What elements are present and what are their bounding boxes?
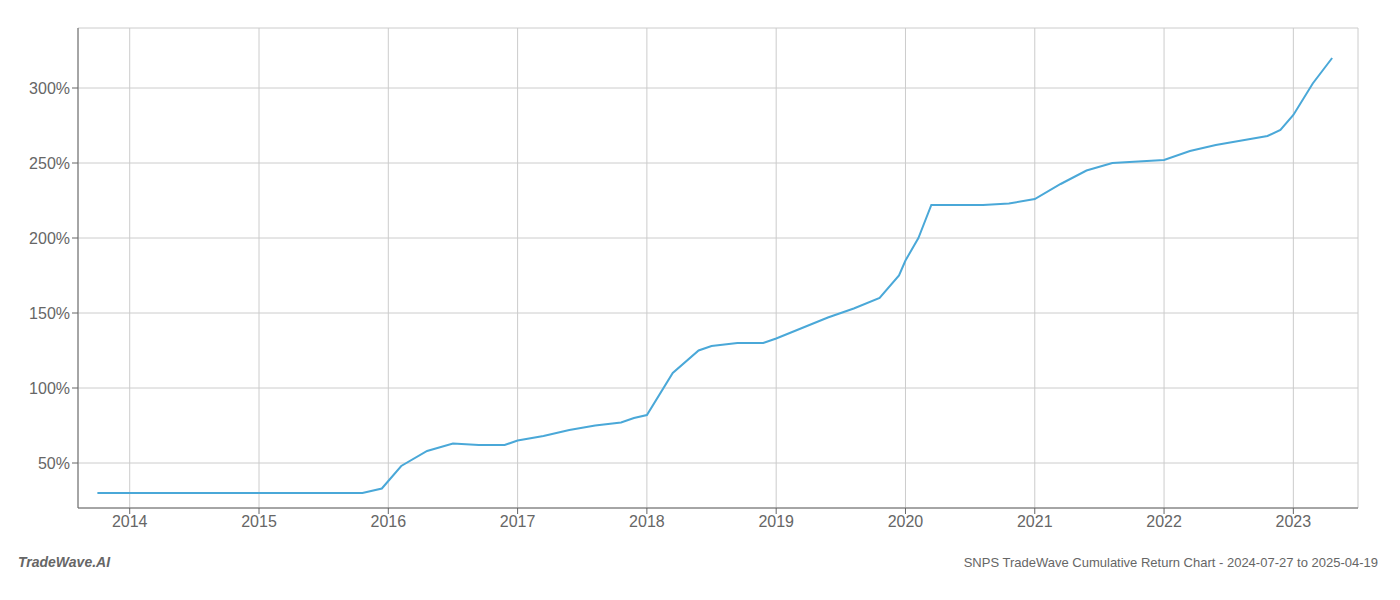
svg-text:2015: 2015: [241, 513, 277, 530]
svg-text:2016: 2016: [371, 513, 407, 530]
svg-text:200%: 200%: [29, 230, 70, 247]
svg-text:300%: 300%: [29, 80, 70, 97]
svg-text:2022: 2022: [1146, 513, 1182, 530]
html-text:SNPS TradeWave Cumulative Retu: SNPS TradeWave Cumulative Return Chart -…: [963, 555, 1378, 570]
svg-text:50%: 50%: [38, 455, 70, 472]
svg-text:150%: 150%: [29, 305, 70, 322]
svg-text:2021: 2021: [1017, 513, 1053, 530]
svg-text:100%: 100%: [29, 380, 70, 397]
svg-text:2020: 2020: [888, 513, 924, 530]
svg-text:250%: 250%: [29, 155, 70, 172]
html-text:TradeWave.AI: TradeWave.AI: [18, 554, 111, 570]
svg-text:2017: 2017: [500, 513, 536, 530]
svg-text:2018: 2018: [629, 513, 665, 530]
svg-text:2019: 2019: [758, 513, 794, 530]
svg-text:2014: 2014: [112, 513, 148, 530]
svg-text:2023: 2023: [1276, 513, 1312, 530]
